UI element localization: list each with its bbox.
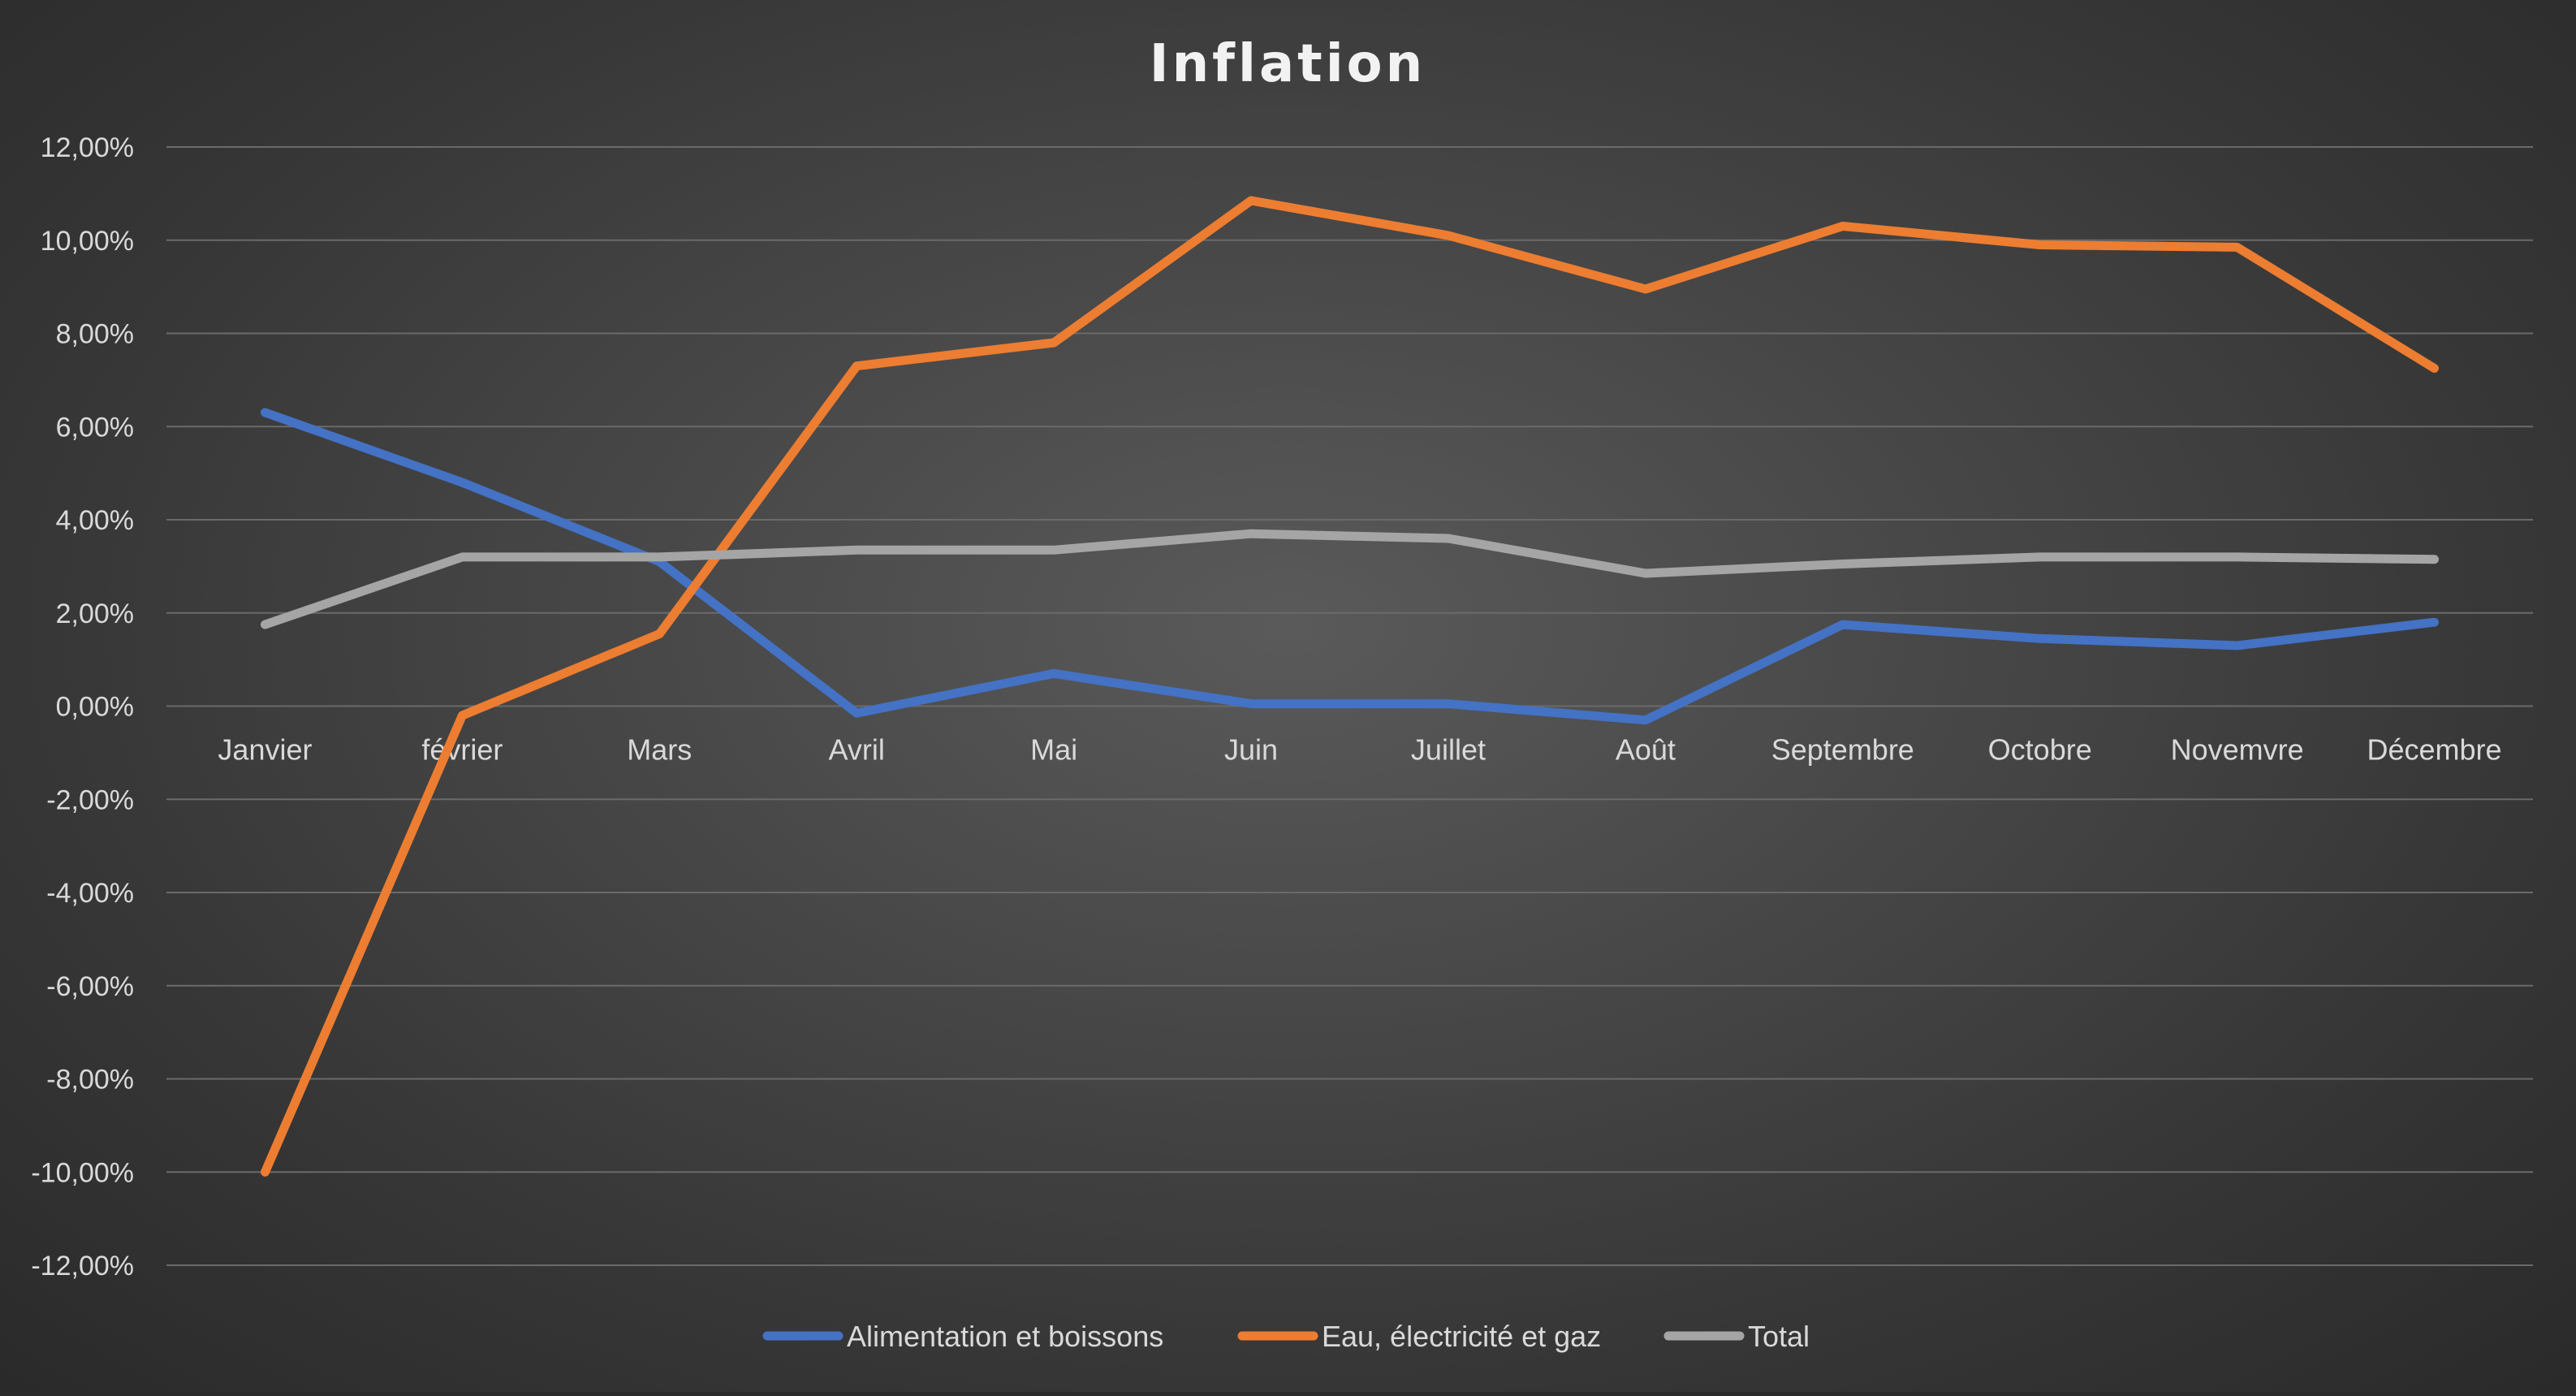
y-tick-label: -6,00% bbox=[46, 971, 134, 1002]
x-tick-label: février bbox=[421, 733, 503, 767]
series-line-eau-electricite-et-gaz bbox=[261, 196, 2439, 1177]
y-tick-label: -2,00% bbox=[46, 784, 134, 815]
y-tick-label: 4,00% bbox=[56, 505, 134, 536]
x-tick-label: Juin bbox=[1224, 733, 1278, 767]
y-tick-label: 6,00% bbox=[56, 412, 134, 443]
x-tick-label: Juillet bbox=[1411, 733, 1486, 767]
legend-label: Total bbox=[1748, 1320, 1810, 1353]
legend: Alimentation et boissons Eau, électricité… bbox=[762, 1320, 1810, 1353]
series-line-alimentation-et-boissons bbox=[261, 408, 2439, 725]
y-tick-label: 8,00% bbox=[56, 319, 134, 350]
y-tick-label: -4,00% bbox=[46, 878, 134, 909]
x-tick-label: Septembre bbox=[1771, 733, 1914, 767]
y-tick-label: 0,00% bbox=[56, 692, 134, 723]
chart-title: Inflation bbox=[1150, 34, 1426, 94]
y-tick-label: 2,00% bbox=[56, 599, 134, 629]
x-axis-ticks: Janvier février Mars Avril Mai Juin Juillet Aoû… bbox=[218, 733, 2501, 767]
y-tick-label: -10,00% bbox=[31, 1157, 134, 1188]
y-axis-ticks: 12,00% 10,00% 8,00% 6,00% 4,00% 2,00% 0,00% -2,… bbox=[31, 132, 134, 1281]
y-tick-label: -8,00% bbox=[46, 1065, 134, 1096]
x-tick-label: Avril bbox=[829, 733, 885, 767]
y-tick-label: 12,00% bbox=[41, 132, 134, 163]
legend-label: Alimentation et boissons bbox=[847, 1320, 1163, 1353]
x-tick-label: Août bbox=[1616, 733, 1676, 767]
x-tick-label: Novemvre bbox=[2171, 733, 2304, 767]
y-tick-label: 10,00% bbox=[41, 226, 134, 257]
y-tick-label: -12,00% bbox=[31, 1251, 134, 1281]
x-tick-label: Mars bbox=[627, 733, 692, 767]
x-tick-label: Janvier bbox=[218, 733, 312, 767]
gridlines bbox=[166, 146, 2533, 1266]
series-line-total bbox=[261, 529, 2439, 629]
x-tick-label: Octobre bbox=[1988, 733, 2092, 767]
x-tick-label: Mai bbox=[1030, 733, 1077, 767]
x-tick-label: Décembre bbox=[2367, 733, 2502, 767]
series-lines bbox=[261, 196, 2439, 1177]
legend-label: Eau, électricité et gaz bbox=[1322, 1320, 1601, 1353]
